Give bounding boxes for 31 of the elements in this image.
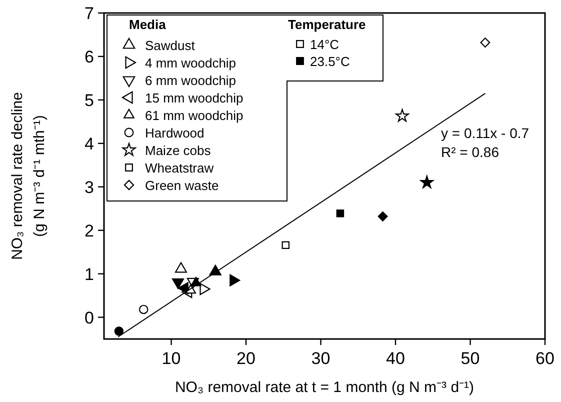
x-tick-label: 60 — [536, 349, 554, 368]
annotation: y = 0.11x - 0.7 — [441, 125, 530, 141]
y-tick-label: 4 — [84, 134, 94, 154]
legend-label: 4 mm woodchip — [145, 56, 236, 70]
x-tick-label: 20 — [236, 349, 256, 368]
y-tick-label: 1 — [84, 264, 94, 284]
text: Media — [129, 17, 166, 32]
x-tick-label: 40 — [386, 349, 405, 368]
x-axis-title: NO₃ removal rate at t = 1 month (g N m⁻³ d⁻¹) — [174, 379, 474, 396]
legend-label: 15 mm woodchip — [145, 90, 244, 106]
y-tick-label: 7 — [84, 4, 94, 23]
y-tick-label: 3 — [84, 178, 94, 197]
legend-label: Maize cobs — [145, 143, 212, 158]
legend-label: 14°C — [310, 37, 340, 52]
y-tick-label: 6 — [84, 47, 94, 66]
x-tick-label: 50 — [460, 349, 480, 368]
x-tick-label: 30 — [311, 349, 330, 368]
legend-label: Hardwood — [145, 126, 204, 140]
y-tick-label: 5 — [84, 90, 94, 110]
annotation: R² = 0.86 — [441, 144, 500, 160]
y-tick-label: 0 — [84, 308, 94, 328]
x-tick-label: 10 — [162, 349, 181, 368]
y-tick-label: 2 — [84, 221, 94, 240]
y-axis-title: NO₃ removal rate decline (g N m⁻³ d⁻¹ mth⁻¹) — [9, 92, 48, 260]
legend-label: 23.5°C — [310, 54, 350, 69]
text: Temperature — [288, 17, 366, 32]
legend-label: 6 mm woodchip — [145, 73, 236, 88]
legend-label: Sawdust — [145, 38, 196, 53]
legend-label: 61 mm woodchip — [145, 108, 244, 123]
legend-label: Wheatstraw — [145, 160, 214, 176]
legend-label: Green waste — [145, 178, 219, 193]
